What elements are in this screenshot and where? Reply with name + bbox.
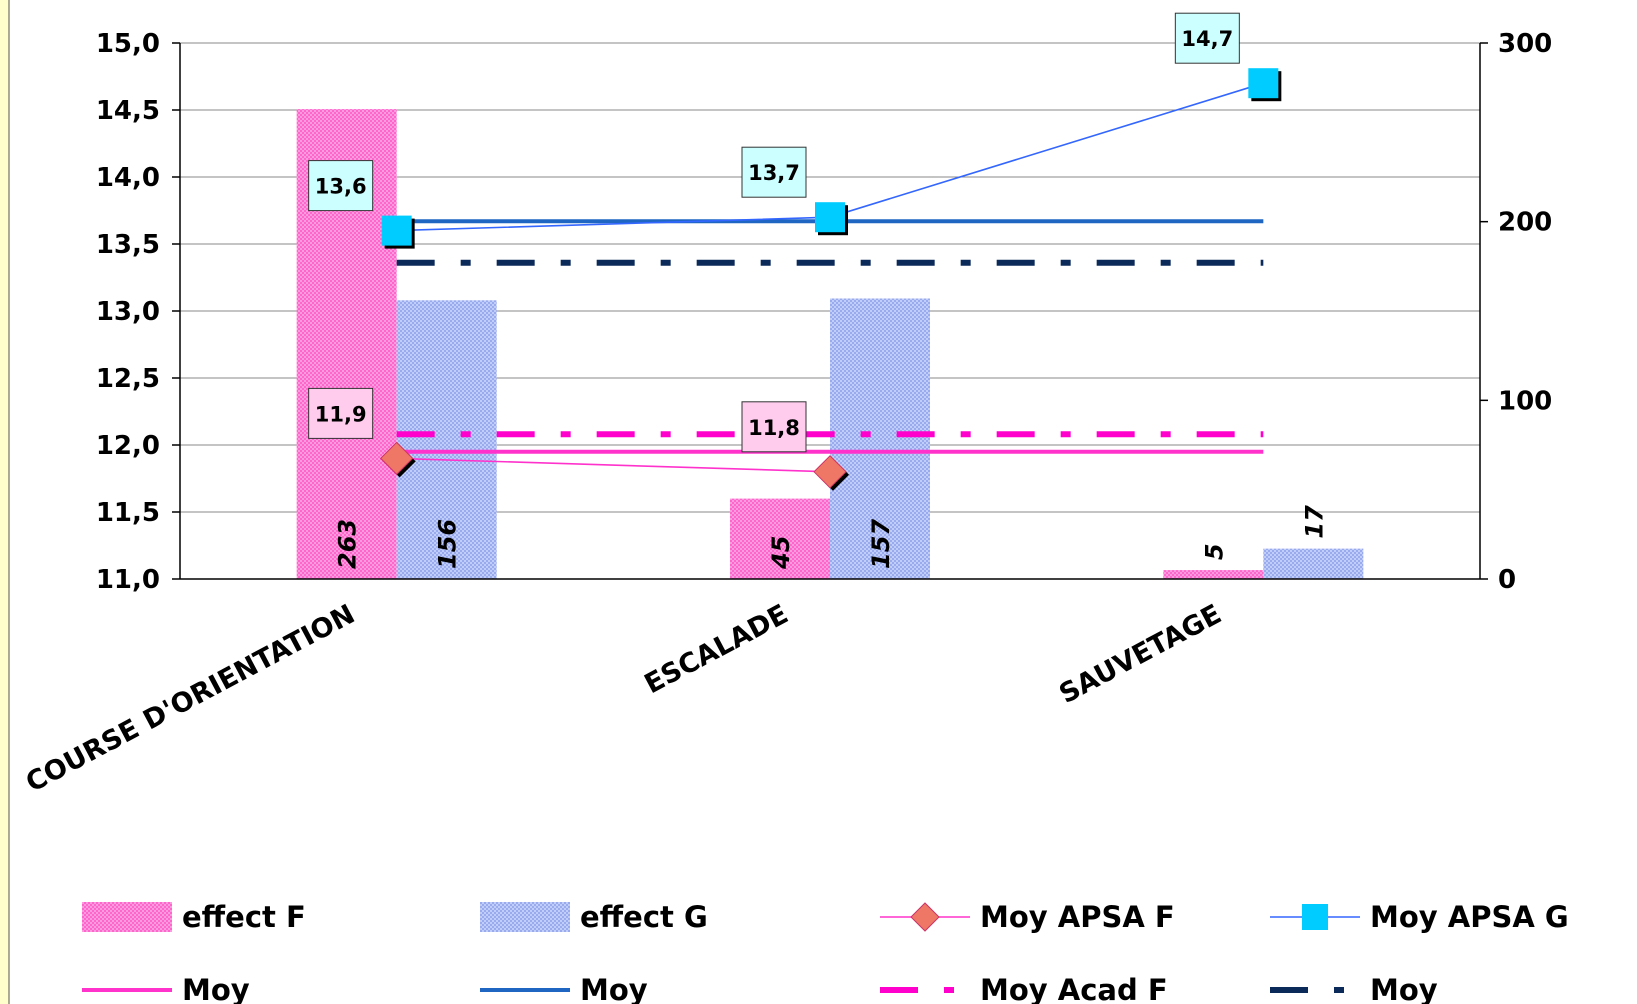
bar-effect-f <box>1163 570 1264 579</box>
y-left-tick-label: 12,5 <box>96 364 160 394</box>
y-left-tick-label: 11,0 <box>96 565 160 595</box>
legend-marker <box>910 902 940 932</box>
marker-square <box>815 202 845 233</box>
bar-value-label: 17 <box>1300 505 1328 539</box>
legend-label: Moy Acad F <box>980 973 1168 1004</box>
point-label: 13,6 <box>315 175 367 199</box>
category-label: COURSE D'ORIENTATION <box>21 599 360 799</box>
point-label-box <box>308 387 374 439</box>
bar-value-label: 157 <box>867 519 895 569</box>
bar-effect-g <box>830 298 930 579</box>
legend-label: effect F <box>182 900 306 934</box>
bar-value-label: 5 <box>1200 543 1228 560</box>
point-label-box <box>308 160 374 212</box>
marker-diamond <box>813 455 847 489</box>
bar-value-label: 156 <box>434 519 462 569</box>
point-label: 11,9 <box>315 402 367 426</box>
legend-swatch <box>480 902 570 932</box>
legend-marker <box>1302 904 1328 930</box>
category-label: SAUVETAGE <box>1054 599 1226 710</box>
legend-label: Moy APSA G <box>1370 900 1569 934</box>
bar-value-label: 45 <box>767 536 795 570</box>
marker-diamond <box>379 441 414 476</box>
y-left-tick-label: 13,5 <box>96 230 160 260</box>
point-label-box <box>1174 12 1240 64</box>
y-left-tick-label: 15,0 <box>96 29 160 59</box>
y-right-tick-label: 300 <box>1498 29 1552 59</box>
legend-label: Moy APSA F <box>980 900 1175 934</box>
point-label: 11,8 <box>748 416 800 440</box>
legend-label: Moy <box>580 973 648 1004</box>
category-label: ESCALADE <box>640 599 794 700</box>
bar-effect-f <box>730 498 830 579</box>
legend-label: Moy <box>1370 973 1438 1004</box>
bar-value-label: 263 <box>334 519 362 569</box>
y-right-tick-label: 0 <box>1498 565 1516 595</box>
y-left-tick-label: 12,0 <box>96 431 160 461</box>
point-label: 14,7 <box>1181 27 1233 51</box>
legend-label: Moy <box>182 973 250 1004</box>
series-line-moy-apsa-f <box>396 457 831 473</box>
point-label-box <box>741 146 807 198</box>
y-left-tick-label: 14,0 <box>96 163 160 193</box>
y-left-tick-label: 14,5 <box>96 96 160 126</box>
y-left-tick-label: 11,5 <box>96 498 160 528</box>
marker-square <box>1248 68 1279 99</box>
bar-effect-g <box>396 300 497 579</box>
frame-edge <box>0 0 9 1004</box>
legend-label: effect G <box>580 900 708 934</box>
y-right-tick-label: 200 <box>1498 208 1552 238</box>
marker-square <box>381 215 412 246</box>
legend-swatch <box>82 902 172 932</box>
point-label-box <box>741 401 807 453</box>
bar-effect-g <box>1263 548 1364 579</box>
y-right-tick-label: 100 <box>1498 386 1552 416</box>
y-left-tick-label: 13,0 <box>96 297 160 327</box>
point-label: 13,7 <box>748 161 800 185</box>
